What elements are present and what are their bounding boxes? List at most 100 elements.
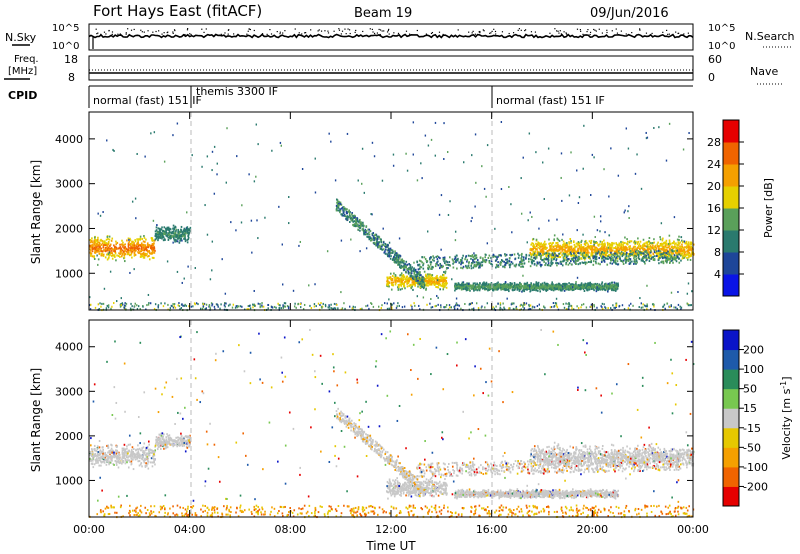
power-point <box>574 284 576 287</box>
power-point <box>107 247 109 250</box>
power-point <box>167 236 170 239</box>
power-point <box>454 256 457 259</box>
power-point <box>666 260 668 263</box>
power-point <box>595 251 597 254</box>
power-point <box>659 253 661 256</box>
power-point <box>359 227 361 230</box>
nsearch-dot <box>333 30 335 32</box>
power-point <box>478 263 480 266</box>
power-point <box>687 241 690 244</box>
power-point <box>661 245 663 248</box>
power-point <box>448 261 451 264</box>
power-point <box>531 253 533 256</box>
power-point <box>161 232 164 235</box>
nsearch-dot <box>381 30 383 32</box>
power-point <box>574 246 576 249</box>
power-point <box>396 253 399 256</box>
power-point <box>551 256 554 259</box>
power-point <box>665 254 668 257</box>
power-point <box>497 265 500 268</box>
nsearch-dot <box>341 30 344 32</box>
power-point <box>180 234 182 237</box>
power-point <box>439 276 442 279</box>
power-point <box>623 242 625 245</box>
power-point <box>654 255 656 258</box>
power-point <box>568 262 571 265</box>
power-point <box>479 256 482 259</box>
power-point <box>475 254 478 257</box>
power-point <box>563 289 566 292</box>
power-point <box>669 257 671 260</box>
power-point <box>521 290 523 293</box>
power-point <box>672 258 675 261</box>
power-point <box>400 272 403 275</box>
power-point <box>437 256 440 259</box>
power-point <box>484 284 487 287</box>
power-point <box>337 209 339 212</box>
power-point <box>423 270 426 273</box>
power-point <box>440 264 443 267</box>
power-point <box>600 285 602 288</box>
power-point <box>682 255 685 258</box>
power-point <box>546 250 549 253</box>
power-point <box>642 257 645 260</box>
power-point <box>121 239 123 242</box>
power-point <box>602 248 604 251</box>
power-point <box>682 250 685 253</box>
power-point <box>186 227 189 230</box>
power-point <box>419 285 422 288</box>
power-point <box>508 257 511 260</box>
power-point <box>186 241 189 244</box>
power-point <box>186 238 189 241</box>
power-point <box>396 277 398 280</box>
power-point <box>680 247 683 250</box>
power-point <box>592 248 595 251</box>
power-point <box>425 284 428 287</box>
power-point <box>337 200 339 203</box>
power-point <box>620 251 623 254</box>
power-point <box>545 252 548 255</box>
power-point <box>90 240 93 243</box>
power-point <box>429 273 431 276</box>
power-point <box>586 246 589 249</box>
power-point <box>627 253 630 256</box>
power-point <box>687 249 690 252</box>
power-point <box>577 247 580 250</box>
power-point <box>478 287 480 290</box>
power-point <box>337 204 340 207</box>
power-point <box>555 245 558 248</box>
power-point <box>345 210 348 213</box>
power-point <box>647 243 649 246</box>
power-point <box>422 262 425 265</box>
power-point <box>597 250 600 253</box>
nsearch-dot <box>161 33 163 35</box>
power-point <box>136 242 139 245</box>
power-point <box>420 274 422 277</box>
nsearch-dot <box>344 28 346 30</box>
power-point <box>632 246 635 249</box>
power-point <box>439 267 441 270</box>
power-point <box>558 252 560 255</box>
power-point <box>613 242 615 245</box>
nsearch-dot <box>184 33 186 36</box>
power-point <box>622 252 625 255</box>
power-point <box>479 285 482 288</box>
power-point <box>140 247 143 250</box>
power-point <box>410 270 413 273</box>
power-point <box>567 250 569 253</box>
power-point <box>630 252 632 255</box>
power-point <box>615 253 618 256</box>
power-point <box>337 206 340 209</box>
power-point <box>259 306 261 309</box>
power-point <box>588 255 591 258</box>
power-point <box>508 286 511 289</box>
power-point <box>602 243 605 246</box>
power-point <box>340 207 343 210</box>
power-point <box>688 251 691 254</box>
power-point <box>428 258 431 261</box>
power-point <box>528 284 531 287</box>
power-point <box>451 258 454 261</box>
power-point <box>582 256 585 259</box>
power-point <box>157 227 160 230</box>
power-point <box>569 245 571 248</box>
